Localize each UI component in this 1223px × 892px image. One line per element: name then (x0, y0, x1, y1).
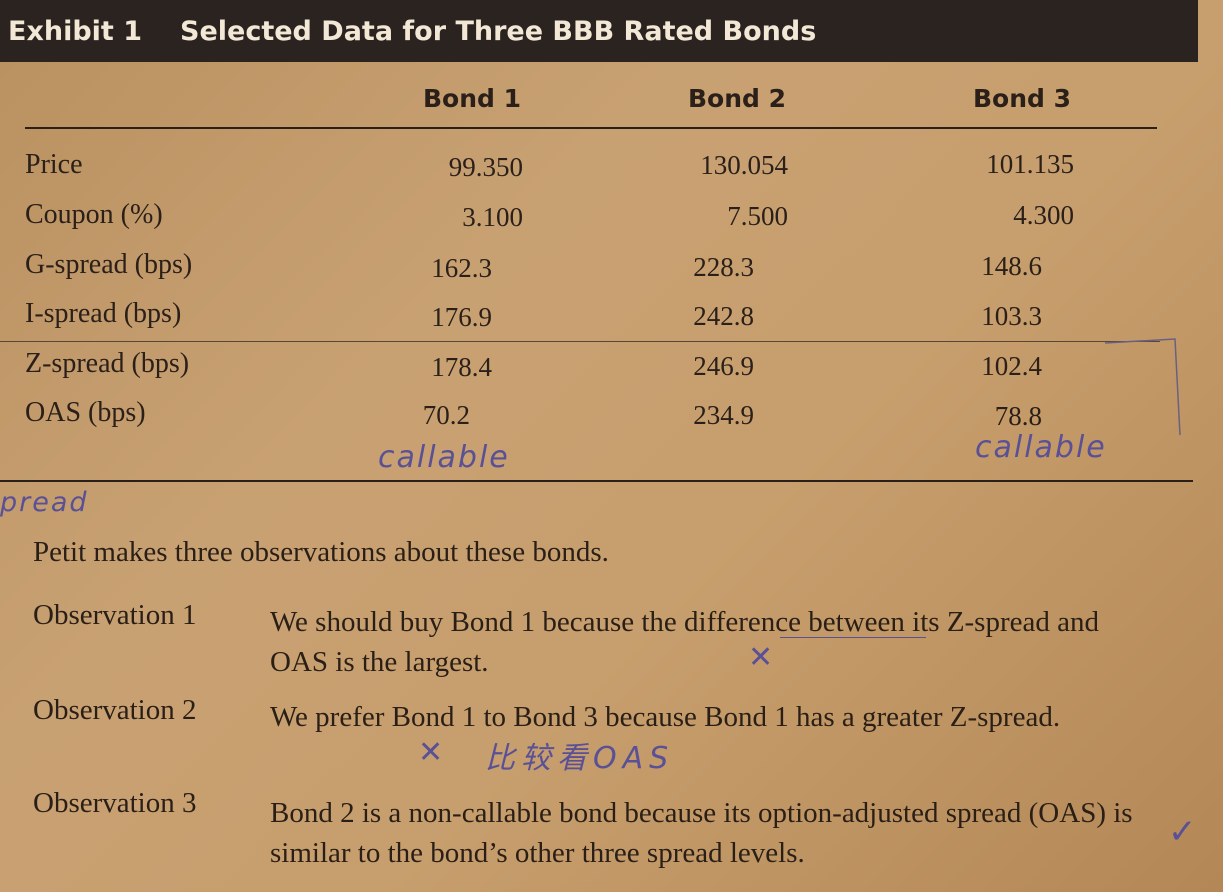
cell-z-spread-bond-3: 102.4 (981, 351, 1042, 381)
cell-price-bond-2: 130.054 (700, 150, 788, 180)
handwritten-callable-bond-1: callable (378, 440, 510, 475)
exhibit-title: Selected Data for Three BBB Rated Bonds (180, 16, 817, 47)
cell-price-bond-3: 101.135 (986, 149, 1074, 179)
cell-oas-bond-2: 234.9 (693, 400, 754, 430)
handwritten-bracket (1104, 338, 1181, 436)
intro-text: Petit makes three observations about the… (33, 536, 609, 568)
row-label-i-spread: I-spread (bps) (25, 298, 182, 329)
exhibit-label: Exhibit 1 (8, 16, 143, 47)
cell-g-spread-bond-1: 162.3 (431, 253, 492, 283)
row-label-g-spread: G-spread (bps) (25, 249, 193, 280)
handwritten-divider-line (0, 341, 1160, 342)
handwritten-x-mark-1: ✕ (748, 640, 776, 675)
cell-coupon-bond-2: 7.500 (727, 201, 788, 231)
observation-3-text: Bond 2 is a non-callable bond because it… (270, 797, 1133, 869)
handwritten-compare-oas-note: 比较看OAS (485, 741, 675, 776)
cell-oas-bond-3: 78.8 (994, 401, 1042, 431)
column-header-bond-2: Bond 2 (687, 84, 787, 113)
row-label-z-spread: Z-spread (bps) (25, 348, 190, 379)
column-header-bond-1: Bond 1 (422, 84, 522, 113)
row-label-price: Price (25, 149, 83, 180)
cell-z-spread-bond-1: 178.4 (431, 352, 492, 382)
header-rule (25, 127, 1157, 129)
observation-3-label: Observation 3 (33, 787, 197, 819)
table-bottom-rule (0, 480, 1193, 482)
cell-coupon-bond-1: 3.100 (462, 202, 523, 232)
observation-1-label: Observation 1 (33, 599, 197, 631)
cell-g-spread-bond-3: 148.6 (981, 251, 1042, 281)
cell-z-spread-bond-2: 246.9 (693, 351, 754, 381)
row-label-oas: OAS (bps) (25, 397, 146, 428)
exhibit-title-bar: Exhibit 1 Selected Data for Three BBB Ra… (0, 0, 1198, 62)
handwritten-callable-bond-3: callable (975, 430, 1107, 465)
cell-i-spread-bond-1: 176.9 (431, 302, 492, 332)
row-label-coupon: Coupon (%) (25, 199, 163, 230)
handwritten-underline-difference (780, 637, 926, 638)
cell-g-spread-bond-2: 228.3 (693, 252, 754, 282)
cell-i-spread-bond-2: 242.8 (693, 301, 754, 331)
handwritten-margin-note: pread (0, 487, 89, 518)
observation-2-text: We prefer Bond 1 to Bond 3 because Bond … (270, 701, 1061, 733)
handwritten-check-mark: ✓ (1168, 812, 1199, 852)
cell-coupon-bond-3: 4.300 (1013, 200, 1074, 230)
cell-price-bond-1: 99.350 (448, 152, 523, 182)
cell-oas-bond-1: 70.2 (422, 400, 470, 430)
cell-i-spread-bond-3: 103.3 (981, 301, 1042, 331)
observation-1-text: We should buy Bond 1 because the differe… (270, 606, 1099, 678)
column-header-bond-3: Bond 3 (972, 84, 1072, 113)
handwritten-x-mark-2: ✕ (418, 735, 446, 770)
observation-2-label: Observation 2 (33, 694, 197, 726)
